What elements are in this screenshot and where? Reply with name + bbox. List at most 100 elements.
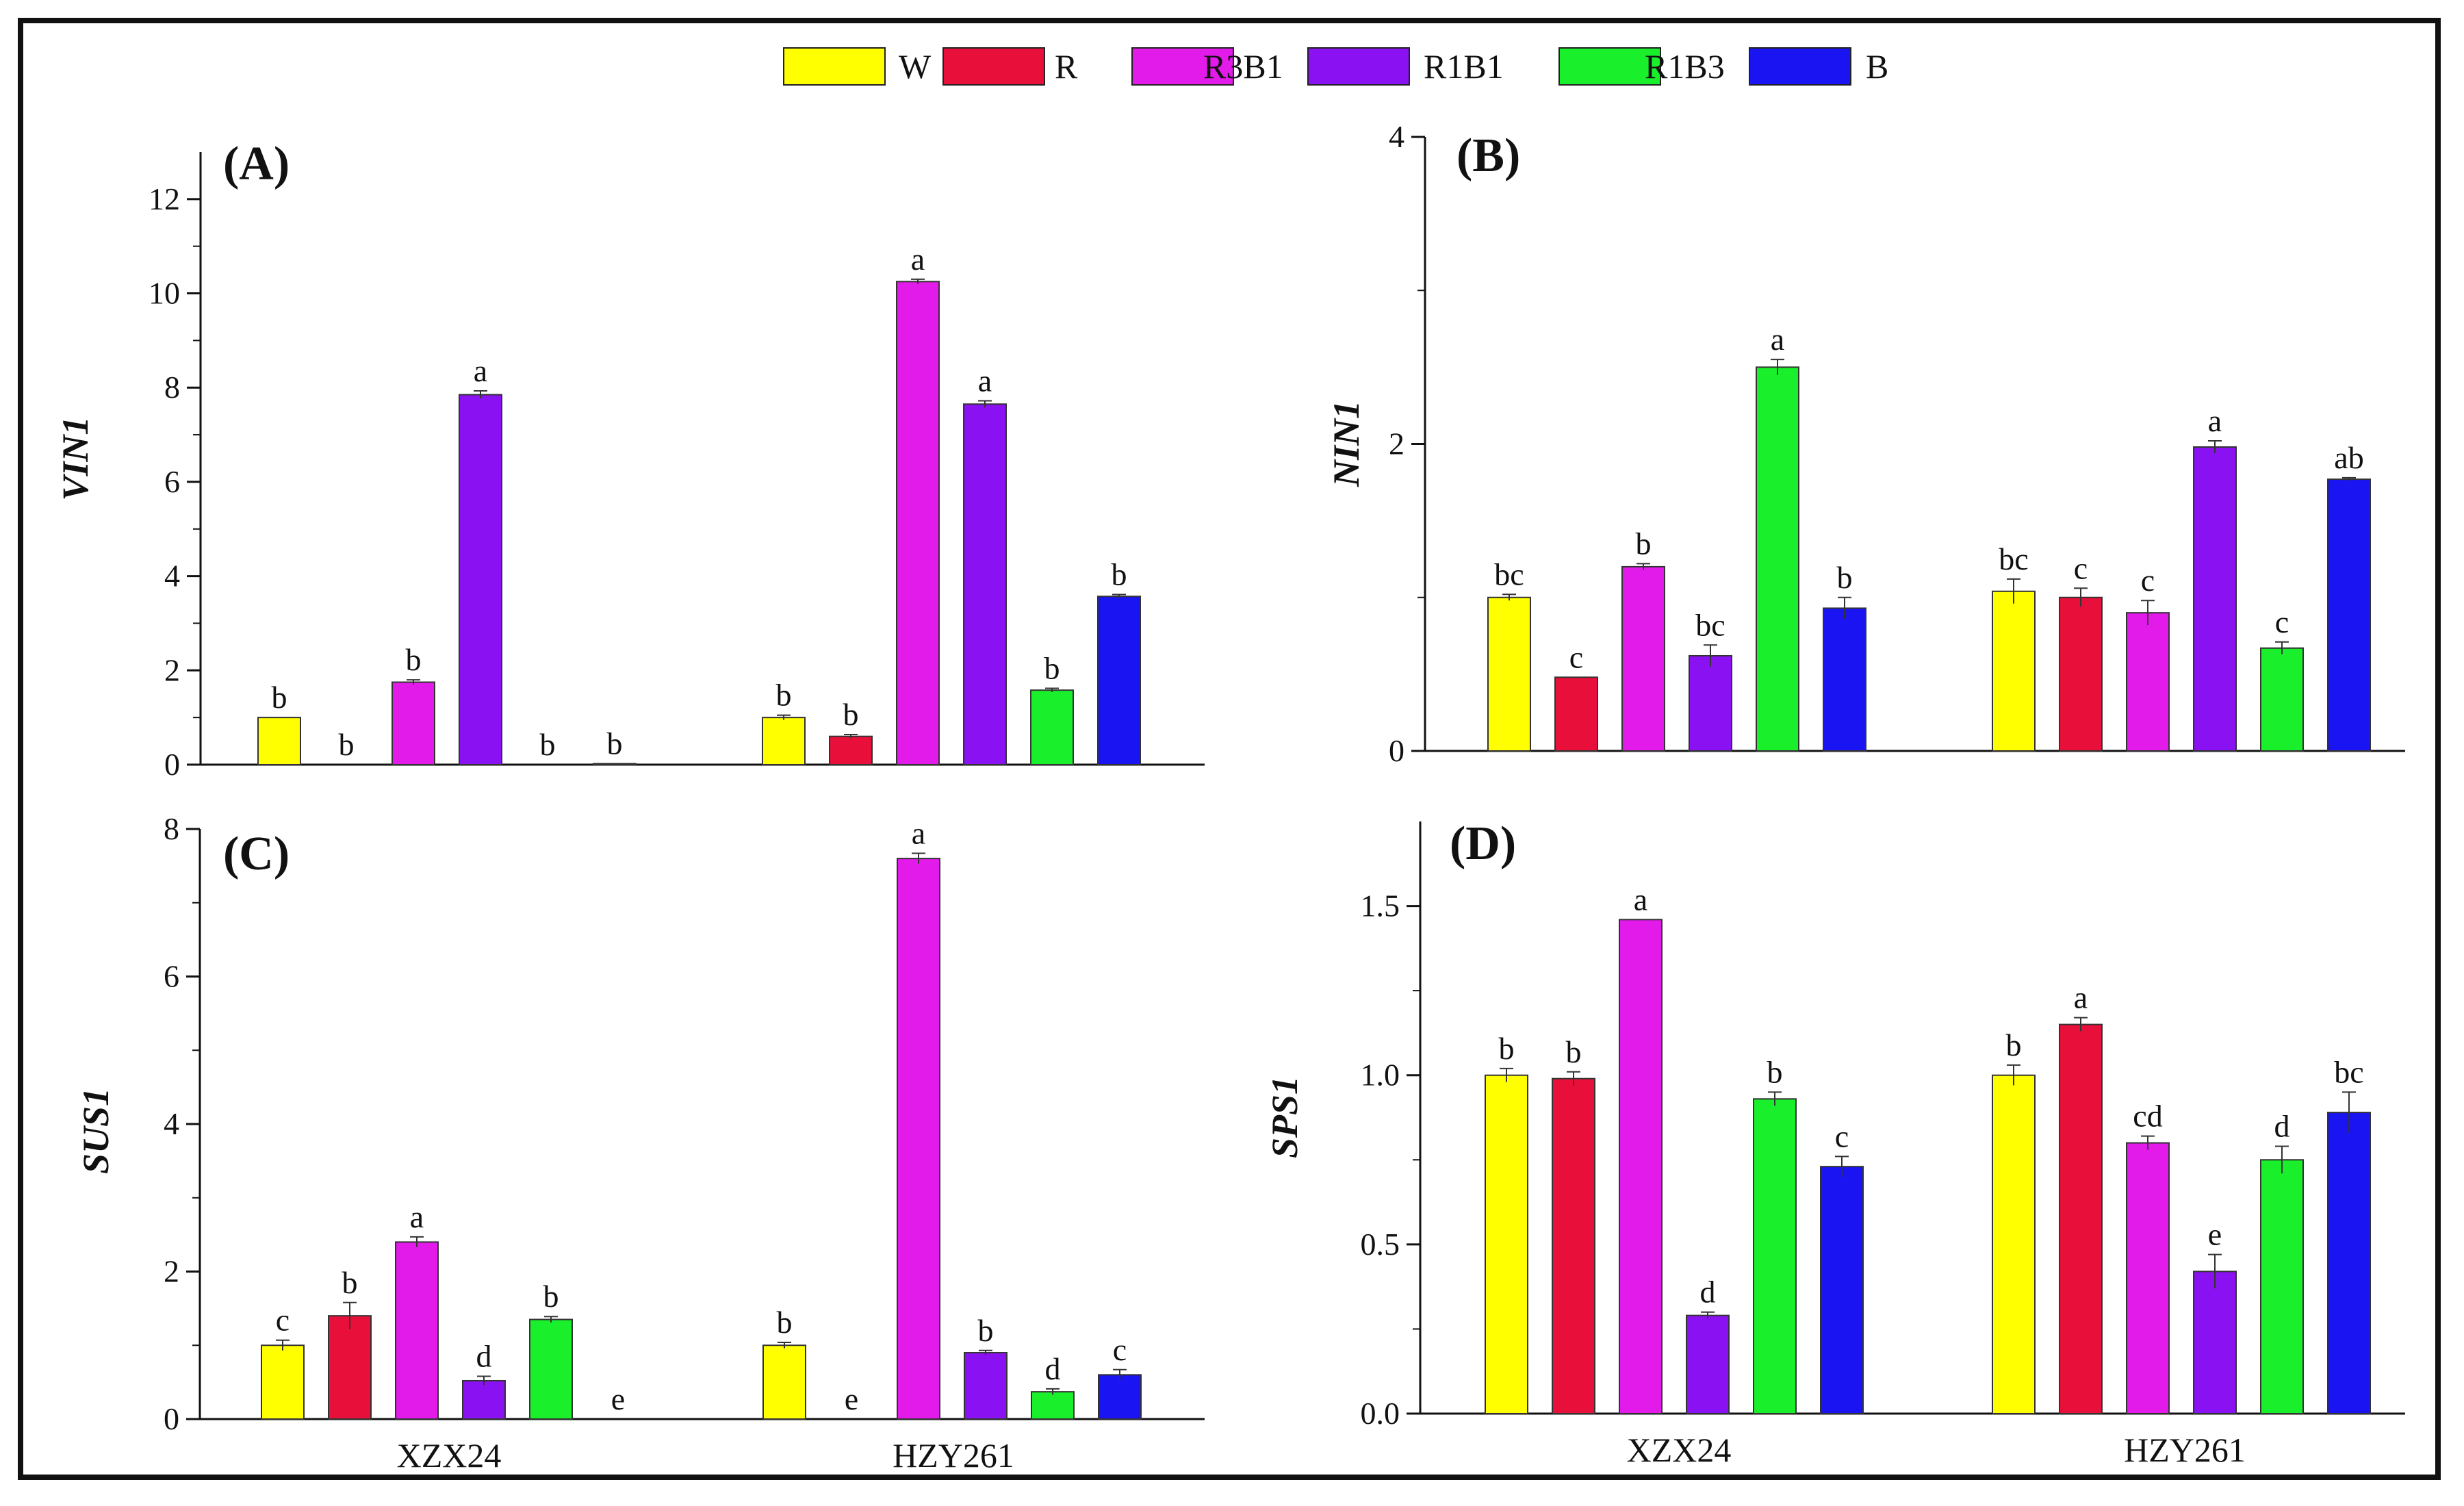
- legend-swatch: [783, 47, 886, 86]
- y-tick-label: 1.0: [1361, 1058, 1400, 1093]
- y-axis-label: SPS1: [1264, 1076, 1305, 1158]
- bar-w: [1487, 596, 1531, 752]
- significance-letter: d: [1045, 1351, 1061, 1386]
- bar-w: [261, 1344, 305, 1420]
- y-tick-label: 2: [164, 1254, 179, 1289]
- significance-letter: b: [1112, 557, 1127, 591]
- bar-w: [1992, 590, 2036, 752]
- y-axis-label: NIN1: [1326, 400, 1367, 487]
- significance-letter: c: [2275, 604, 2289, 639]
- y-tick-label: 4: [1389, 119, 1404, 154]
- legend-label: B: [1866, 47, 1888, 86]
- significance-letter: a: [1771, 322, 1784, 357]
- significance-letter: a: [1634, 882, 1647, 917]
- legend-swatch: [942, 47, 1045, 86]
- y-tick-label: 10: [149, 276, 180, 311]
- y-tick-label: 4: [164, 1106, 179, 1141]
- legend-label: R1B3: [1645, 47, 1725, 86]
- significance-letter: b: [540, 727, 556, 762]
- legend-swatch: [1131, 47, 1234, 86]
- y-tick-label: 2: [164, 652, 180, 687]
- significance-letter: bc: [1695, 607, 1725, 642]
- bar-b: [2327, 1112, 2371, 1414]
- significance-letter: c: [276, 1303, 290, 1338]
- x-category-label: HZY261: [2124, 1431, 2246, 1469]
- bar-b: [1097, 596, 1141, 765]
- significance-letter: b: [1837, 560, 1853, 595]
- significance-letter: b: [1044, 650, 1060, 685]
- bar-r3b1: [897, 858, 940, 1420]
- bar-w: [762, 717, 806, 765]
- significance-letter: b: [1499, 1031, 1515, 1066]
- bar-r: [2059, 1023, 2103, 1414]
- significance-letter: e: [2208, 1217, 2222, 1252]
- bar-r3b1: [1619, 919, 1663, 1415]
- bar-r: [829, 735, 873, 765]
- panel-title: (A): [223, 138, 290, 190]
- legend-swatch: [1558, 47, 1661, 86]
- bar-r1b3: [2260, 1159, 2304, 1415]
- legend-item-b: B: [1749, 47, 1888, 86]
- significance-letter: b: [2006, 1028, 2022, 1062]
- panel-a: 0 2 4 6 8 10 12 (A) VIN1 b b b b b a a a b b b b: [55, 138, 1205, 782]
- bar-w: [762, 1344, 806, 1420]
- y-axis-label: SUS1: [75, 1088, 116, 1174]
- y-tick-label: 1.5: [1361, 889, 1400, 923]
- bar-r1b1: [963, 403, 1007, 765]
- y-tick-label: 0: [1389, 733, 1404, 768]
- bar-r3b1: [395, 1241, 439, 1420]
- x-category-label: HZY261: [893, 1436, 1014, 1475]
- significance-letter: c: [2074, 550, 2088, 585]
- significance-letter: b: [272, 680, 287, 715]
- bar-b: [593, 763, 637, 765]
- significance-letter: a: [410, 1199, 424, 1234]
- significance-letter: b: [776, 678, 792, 713]
- significance-letter: a: [2074, 980, 2088, 1015]
- y-tick-label: 6: [164, 464, 180, 499]
- significance-letter: bc: [1999, 541, 2028, 576]
- panel-title: (B): [1456, 129, 1520, 182]
- significance-letter: b: [342, 1265, 358, 1300]
- y-axis-label: VIN1: [55, 416, 96, 500]
- legend-swatch: [1307, 47, 1410, 86]
- legend-swatch: [1749, 47, 1851, 86]
- panel-c: 0 2 4 6 8 (C) SUS1 XZX24 HZY261 c b b e a a d b b d e c: [75, 811, 1205, 1475]
- bar-r: [2059, 596, 2103, 752]
- significance-letter: c: [2141, 563, 2155, 598]
- bar-r3b1: [2126, 612, 2170, 752]
- significance-letter: b: [843, 697, 859, 732]
- y-tick-label: 0.0: [1361, 1396, 1400, 1431]
- bar-b: [1820, 1166, 1864, 1414]
- bar-r: [328, 1315, 372, 1420]
- figure-frame: [18, 18, 2441, 1480]
- y-tick-label: 12: [149, 181, 180, 216]
- significance-letter: b: [777, 1305, 793, 1340]
- y-tick-label: 8: [164, 370, 180, 405]
- legend-label: R1B1: [1424, 47, 1504, 86]
- panel-title: (D): [1450, 817, 1516, 870]
- significance-letter: bc: [1494, 557, 1524, 591]
- significance-letter: a: [911, 242, 925, 277]
- significance-letter: a: [912, 816, 925, 851]
- significance-letter: ab: [2334, 440, 2363, 475]
- y-tick-label: 0.5: [1361, 1227, 1400, 1262]
- bar-b: [2327, 478, 2371, 752]
- legend-label: R3B1: [1203, 47, 1283, 86]
- significance-letter: c: [1835, 1119, 1849, 1153]
- significance-letter: b: [978, 1313, 994, 1348]
- significance-letter: a: [978, 363, 992, 398]
- significance-letter: d: [1700, 1275, 1716, 1310]
- legend-label: R: [1055, 47, 1078, 86]
- significance-letter: e: [611, 1381, 625, 1416]
- x-category-label: XZX24: [1627, 1431, 1732, 1469]
- panel-title: (C): [223, 828, 290, 880]
- bar-r: [1554, 676, 1598, 752]
- bar-r1b1: [459, 394, 502, 765]
- bar-b: [1098, 1374, 1142, 1420]
- bar-r3b1: [2126, 1142, 2170, 1414]
- significance-letter: b: [607, 726, 623, 761]
- significance-letter: bc: [2334, 1054, 2363, 1089]
- bar-r3b1: [392, 681, 435, 765]
